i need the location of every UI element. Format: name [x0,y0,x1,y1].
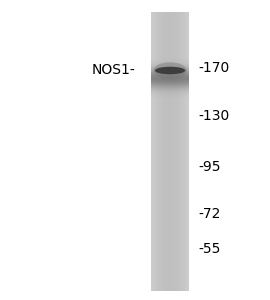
Text: -55: -55 [198,242,221,256]
Text: -72: -72 [198,208,221,221]
Text: -170: -170 [198,61,230,74]
Text: NOS1-: NOS1- [91,64,135,77]
Ellipse shape [153,62,187,79]
Text: -130: -130 [198,109,230,122]
Ellipse shape [155,67,185,74]
Text: -95: -95 [198,160,221,173]
